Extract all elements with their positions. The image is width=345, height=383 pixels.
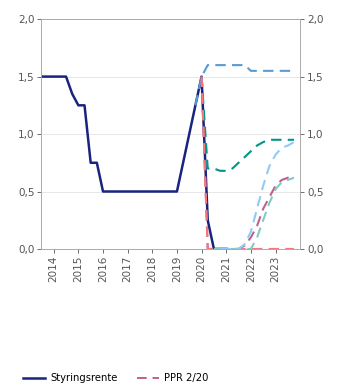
Legend: Styringsrente, PPR 4/19, PPR 1/20, maioppdatering, PPR 2/20, PPR 3/20, PPR 4/20,: Styringsrente, PPR 4/19, PPR 1/20, maiop… [23, 373, 209, 383]
